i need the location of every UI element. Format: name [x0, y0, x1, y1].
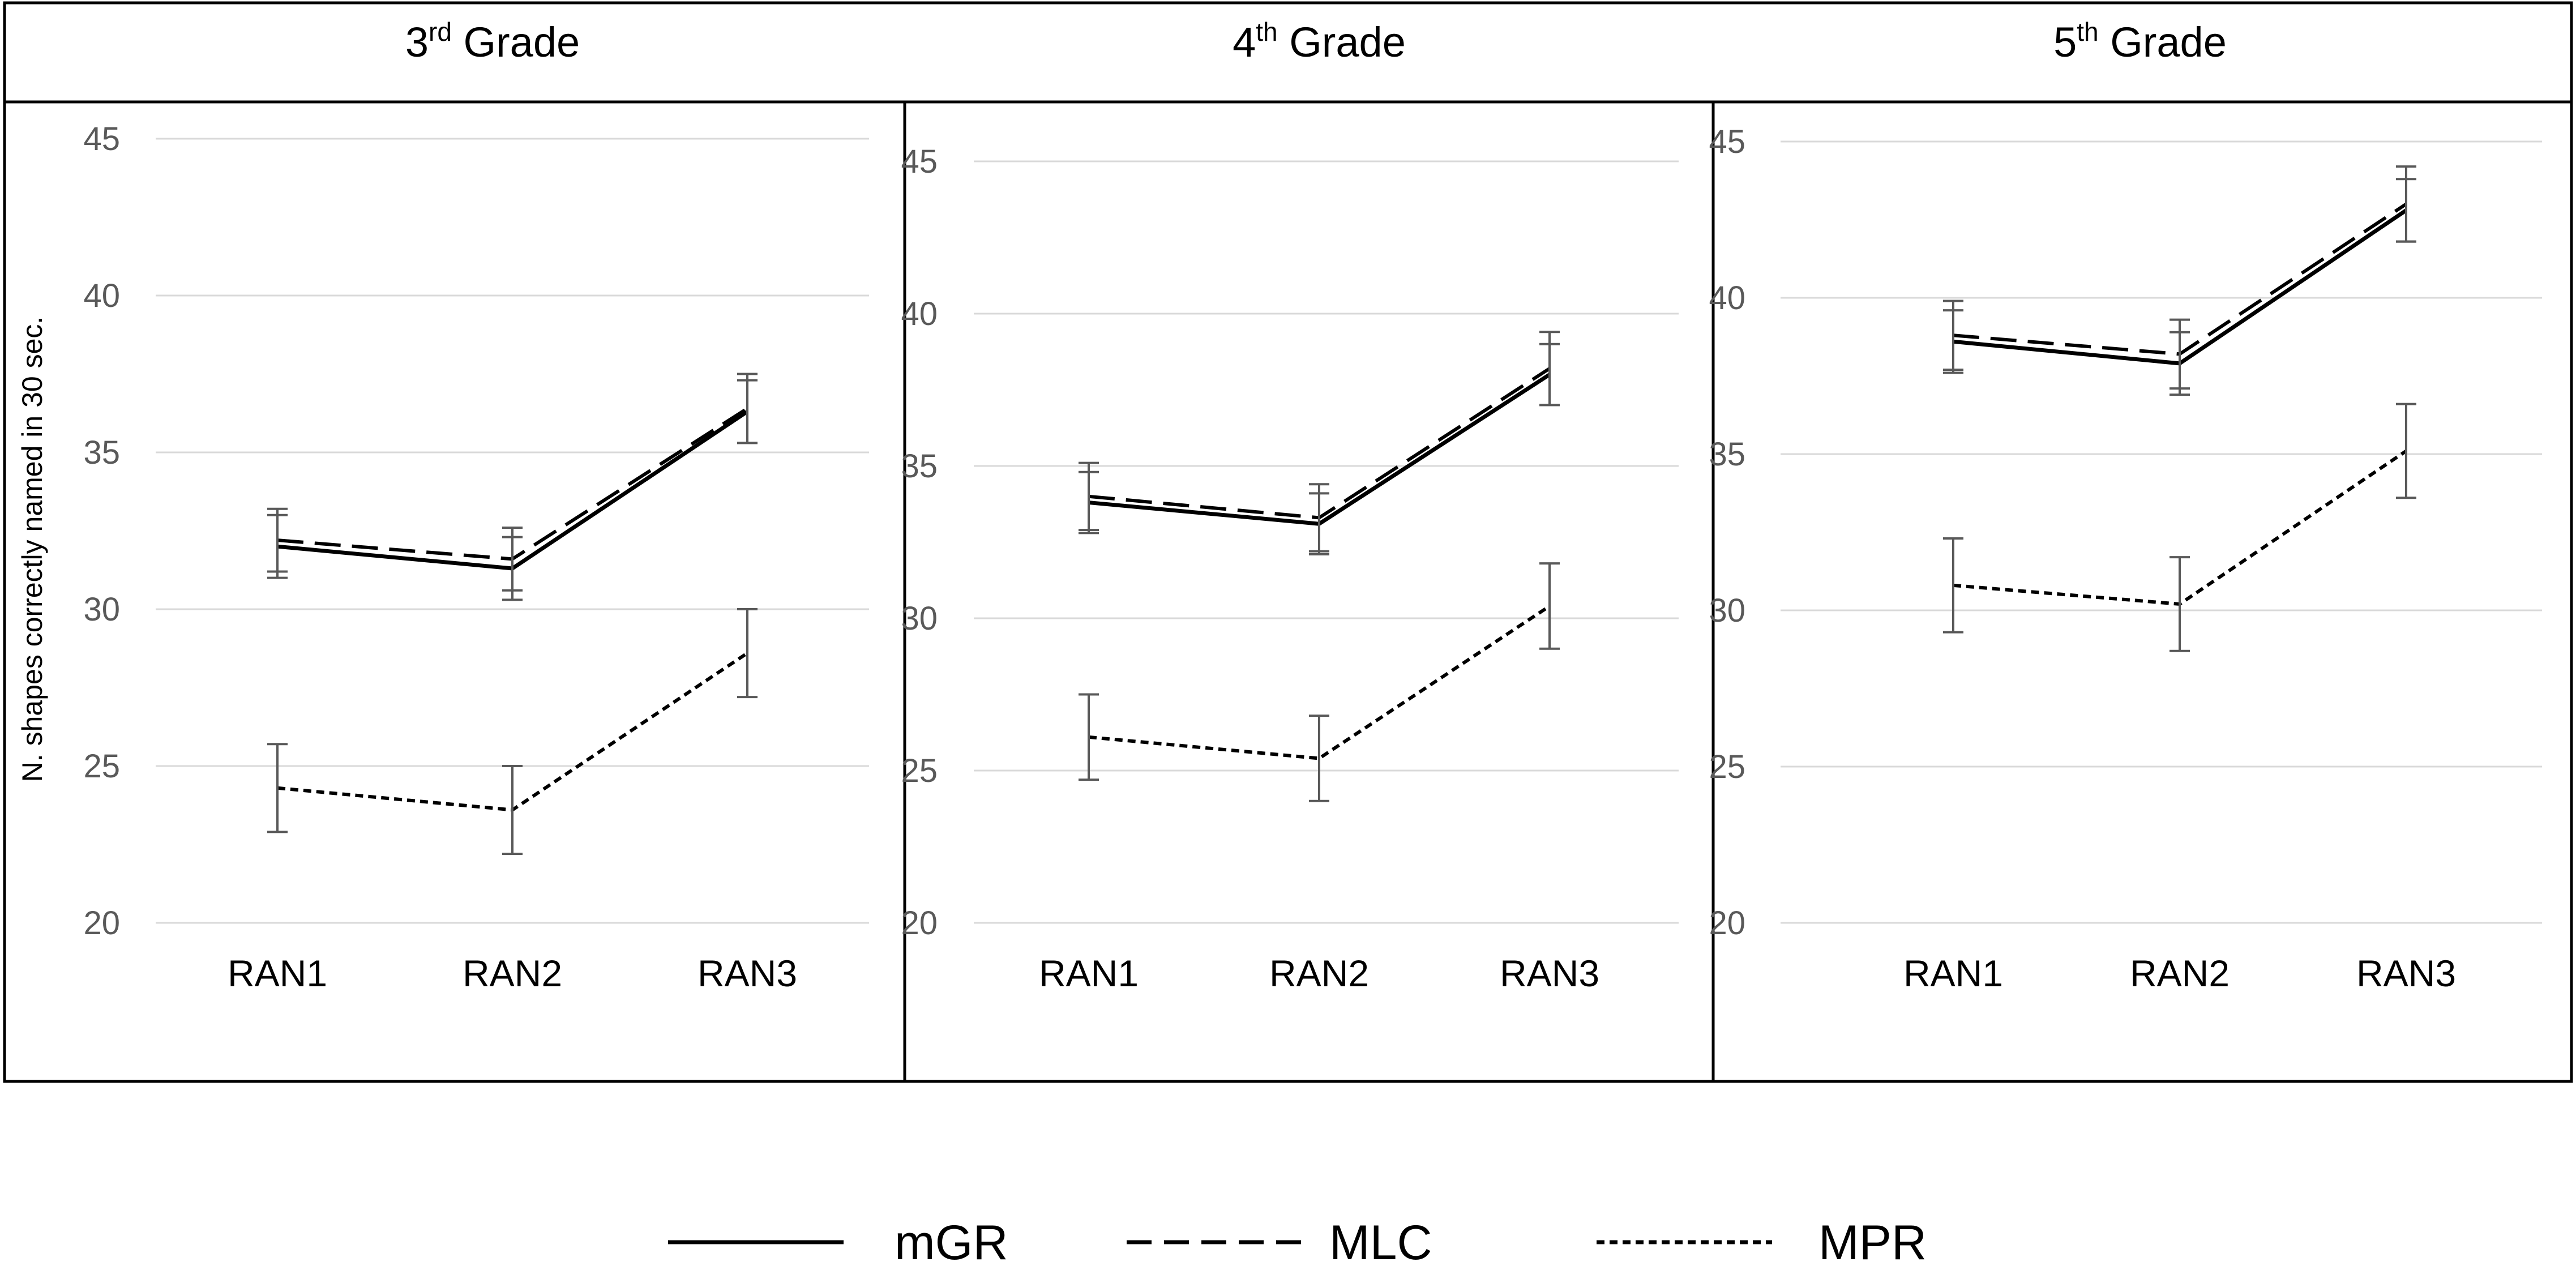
- x-tick-label-ran2: RAN2: [463, 952, 562, 994]
- error-bar-mpr-ran2: [2170, 556, 2190, 652]
- y-axis-label: N. shapes correctly named in 30 sec.: [16, 316, 48, 782]
- x-tick-label-ran1: RAN1: [1903, 952, 2003, 994]
- y-tick-label: 45: [83, 121, 120, 157]
- error-bar-mlc-ran1: [267, 507, 288, 573]
- x-tick-label-ran1: RAN1: [228, 952, 327, 994]
- error-bar-mpr-ran3: [737, 608, 758, 699]
- y-tick-label: 45: [1709, 123, 1745, 160]
- error-bar-mpr-ran3: [2396, 403, 2416, 499]
- error-bar-mlc-ran3: [2396, 165, 2416, 243]
- y-tick-label: 45: [901, 143, 938, 180]
- chart-panel-2: 20 25 30 35 40 45 RAN1 RAN2 RAN3: [1709, 123, 2542, 994]
- error-bar-mlc-ran2: [502, 526, 523, 592]
- y-tick-label: 40: [901, 296, 938, 332]
- error-bar-mlc-ran1: [1943, 300, 1963, 371]
- y-tick-label: 35: [901, 448, 938, 485]
- y-tick-label: 20: [83, 905, 120, 942]
- legend-label-mlc: MLC: [1329, 1216, 1432, 1270]
- error-bar-mlc-ran2: [2170, 318, 2190, 390]
- legend-label-mpr: MPR: [1818, 1216, 1927, 1270]
- y-tick-label: 40: [1709, 280, 1745, 316]
- panel-title-2: 5th Grade: [2053, 17, 2227, 66]
- y-tick-label: 25: [83, 748, 120, 785]
- error-bar-mpr-ran2: [502, 765, 523, 855]
- error-bar-mpr-ran3: [1539, 562, 1560, 650]
- y-tick-label: 30: [901, 600, 938, 637]
- error-bar-mpr-ran2: [1309, 715, 1329, 802]
- chart-panel-1: 20 25 30 35 40 45 RAN1 RAN2 RAN3: [901, 143, 1679, 994]
- error-bar-mlc-ran3: [737, 373, 758, 444]
- chart-panel-0: 20 25 30 35 40 45 RAN1 RAN2 RAN3: [83, 121, 869, 994]
- y-tick-label: 40: [83, 277, 120, 314]
- y-tick-label: 35: [83, 434, 120, 471]
- y-tick-label: 25: [1709, 748, 1745, 785]
- error-bar-mlc-ran2: [1309, 483, 1329, 553]
- x-tick-label-ran3: RAN3: [698, 952, 797, 994]
- error-bar-mpr-ran1: [1079, 693, 1099, 781]
- y-tick-label: 30: [83, 591, 120, 628]
- legend: mGR MLC MPR: [668, 1216, 1927, 1270]
- error-bar-mpr-ran1: [1943, 537, 1963, 634]
- error-bar-mlc-ran1: [1079, 461, 1099, 531]
- y-tick-label: 30: [1709, 592, 1745, 629]
- figure-frame: [3, 1, 2573, 1083]
- error-bar-mpr-ran1: [267, 743, 288, 833]
- legend-label-mgr: mGR: [895, 1216, 1008, 1270]
- chart-panels: 20 25 30 35 40 45 RAN1 RAN2 RAN3 20 25 30 35 40 45 RAN1…: [83, 121, 2542, 994]
- x-tick-label-ran1: RAN1: [1039, 952, 1139, 994]
- x-tick-label-ran2: RAN2: [2130, 952, 2230, 994]
- panel-title-1: 4th Grade: [1233, 17, 1406, 66]
- y-tick-label: 20: [1709, 905, 1745, 942]
- x-tick-label-ran3: RAN3: [1500, 952, 1599, 994]
- y-tick-label: 25: [901, 752, 938, 789]
- panel-title-0: 3rd Grade: [405, 17, 580, 66]
- y-tick-label: 20: [901, 905, 938, 942]
- error-bar-mlc-ran3: [1539, 331, 1560, 407]
- x-tick-label-ran2: RAN2: [1269, 952, 1369, 994]
- x-tick-label-ran3: RAN3: [2356, 952, 2456, 994]
- y-tick-label: 35: [1709, 436, 1745, 473]
